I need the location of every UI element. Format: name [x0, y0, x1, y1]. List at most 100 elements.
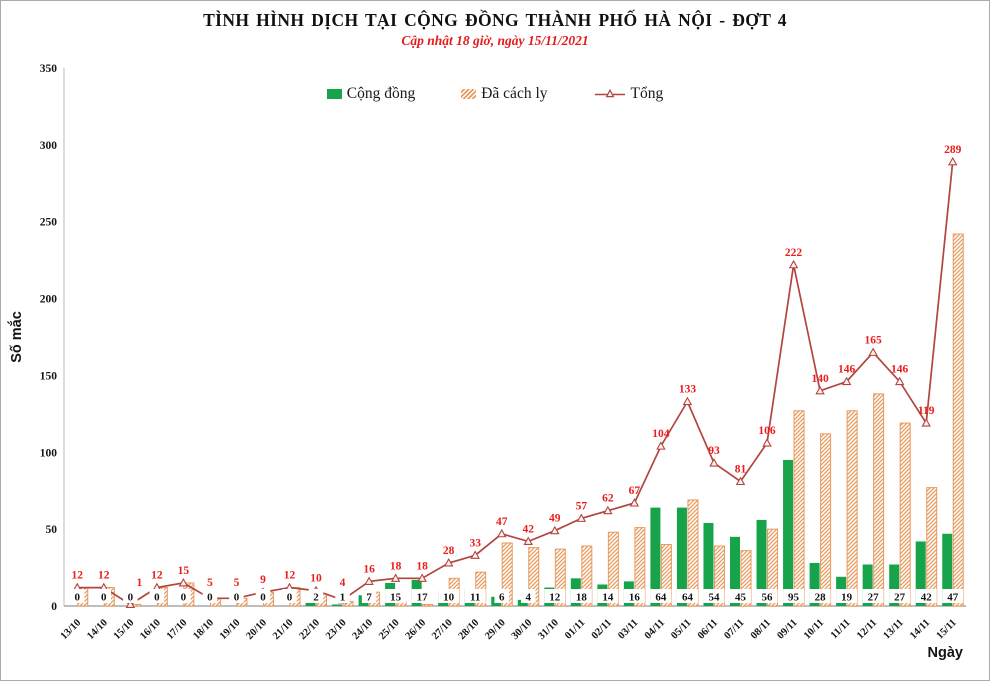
x-tick-label: 24/10 [351, 617, 376, 642]
bar-da-cach-ly [846, 410, 858, 607]
cong-dong-value-label: 0 [154, 592, 160, 604]
x-tick-label: 08/11 [749, 617, 773, 641]
bar-cong-dong [676, 507, 687, 606]
tong-value-label: 18 [390, 560, 402, 572]
cong-dong-value-label: 4 [526, 592, 532, 604]
tong-value-label: 104 [652, 428, 670, 440]
x-tick-label: 12/11 [855, 617, 879, 641]
bar-da-cach-ly [422, 603, 434, 607]
x-tick-label: 04/11 [643, 617, 667, 641]
bar-da-cach-ly [660, 544, 672, 607]
cong-dong-value-label: 0 [234, 592, 240, 604]
line-marker-swatch-icon [594, 88, 625, 98]
line-marker-triangle-icon [921, 418, 931, 427]
tong-value-label: 146 [891, 364, 909, 376]
tong-value-label: 42 [523, 523, 535, 535]
legend-item-cong-dong: Cộng đồng [326, 85, 416, 103]
tong-value-label: 12 [284, 570, 296, 582]
line-marker-triangle-icon [894, 376, 905, 386]
cong-dong-value-label: 27 [868, 592, 880, 604]
tong-value-label: 289 [944, 144, 962, 156]
tong-value-label: 4 [340, 577, 346, 589]
x-tick-label: 11/11 [829, 617, 853, 641]
x-tick-label: 05/11 [669, 617, 693, 641]
cong-dong-value-label: 56 [762, 592, 774, 604]
x-tick-label: 22/10 [297, 617, 322, 642]
x-tick-label: 18/10 [191, 617, 216, 642]
y-tick-label: 200 [40, 294, 58, 306]
line-marker-triangle-icon [709, 458, 719, 467]
tong-value-label: 106 [758, 425, 776, 437]
bar-cong-dong [915, 541, 926, 606]
y-tick-label: 50 [46, 524, 58, 536]
tong-value-label: 62 [602, 493, 614, 505]
x-tick-label: 15/11 [935, 617, 959, 641]
bar-cong-dong [730, 536, 740, 606]
bar-cong-dong [889, 564, 900, 606]
x-tick-label: 14/10 [85, 617, 110, 642]
line-marker-triangle-icon [125, 599, 136, 609]
bar-da-cach-ly [952, 233, 964, 607]
line-marker-triangle-icon [550, 525, 560, 535]
bar-da-cach-ly [713, 545, 725, 607]
x-tick-label: 28/10 [457, 617, 482, 642]
cong-dong-value-label: 11 [470, 592, 480, 604]
cong-dong-value-label: 15 [390, 592, 402, 604]
tong-value-label: 140 [811, 373, 829, 385]
line-marker-triangle-icon [576, 513, 587, 522]
legend-label-cong-dong: Cộng đồng [346, 85, 416, 102]
bar-da-cach-ly [554, 548, 566, 607]
x-tick-label: 26/10 [404, 617, 429, 642]
chart-title: TÌNH HÌNH DỊCH TẠI CỘNG ĐỒNG THÀNH PHỐ H… [203, 10, 787, 30]
cong-dong-value-label: 10 [443, 592, 455, 604]
x-tick-label: 15/10 [112, 617, 137, 642]
cong-dong-value-label: 0 [75, 592, 81, 604]
line-marker-triangle-icon [629, 498, 640, 507]
cong-dong-value-label: 18 [576, 592, 588, 604]
chart-legend: Cộng đồng Đã cách ly Tổng [1, 85, 989, 103]
tong-value-label: 9 [260, 574, 266, 586]
cong-dong-value-label: 47 [947, 592, 959, 604]
bar-da-cach-ly [793, 410, 805, 607]
line-marker-triangle-icon [417, 573, 427, 582]
tong-value-label: 119 [918, 405, 935, 417]
cong-dong-value-label: 0 [181, 592, 187, 604]
x-tick-label: 16/10 [138, 617, 163, 642]
tong-value-label: 18 [416, 560, 428, 572]
line-marker-triangle-icon [682, 396, 693, 406]
y-tick-label: 300 [40, 140, 58, 152]
x-tick-label: 13/11 [882, 617, 906, 641]
x-tick-label: 31/10 [536, 617, 561, 642]
cong-dong-value-label: 0 [207, 592, 213, 604]
bar-cong-dong [650, 507, 661, 606]
cong-dong-value-label: 28 [815, 592, 827, 604]
green-bar-swatch-icon [326, 89, 342, 99]
x-tick-label: 25/10 [377, 617, 402, 642]
line-marker-triangle-icon [364, 576, 374, 585]
tong-value-label: 12 [151, 570, 163, 582]
cong-dong-value-label: 0 [260, 592, 266, 604]
x-tick-label: 06/11 [696, 617, 720, 641]
line-marker-triangle-icon [868, 347, 878, 356]
x-tick-label: 14/11 [908, 617, 932, 641]
cong-dong-data-labels: 0 0 0 0 0 0 0 0 0 2 1 7 15 17 10 11 6 4 12 18 14 16 64 64 54 45 56… [70, 589, 964, 604]
cong-dong-value-label: 27 [894, 592, 906, 604]
cong-dong-value-label: 95 [788, 592, 800, 604]
bar-cong-dong [809, 562, 820, 606]
cong-dong-value-label: 1 [340, 592, 346, 604]
y-tick-label: 100 [40, 447, 58, 459]
bar-da-cach-ly [581, 545, 593, 607]
cong-dong-value-label: 0 [287, 592, 293, 604]
x-tick-label: 01/11 [563, 617, 587, 641]
cong-dong-value-label: 45 [735, 592, 747, 604]
x-tick-label: 30/10 [510, 617, 535, 642]
tong-value-label: 12 [98, 570, 110, 582]
cong-dong-value-label: 54 [708, 592, 720, 604]
bar-cong-dong [332, 604, 343, 606]
y-axis-title: Số mắc [7, 311, 25, 363]
tong-value-label: 57 [576, 500, 588, 512]
tong-value-label: 5 [207, 577, 213, 589]
line-marker-triangle-icon [443, 558, 454, 567]
bar-da-cach-ly [740, 550, 752, 607]
